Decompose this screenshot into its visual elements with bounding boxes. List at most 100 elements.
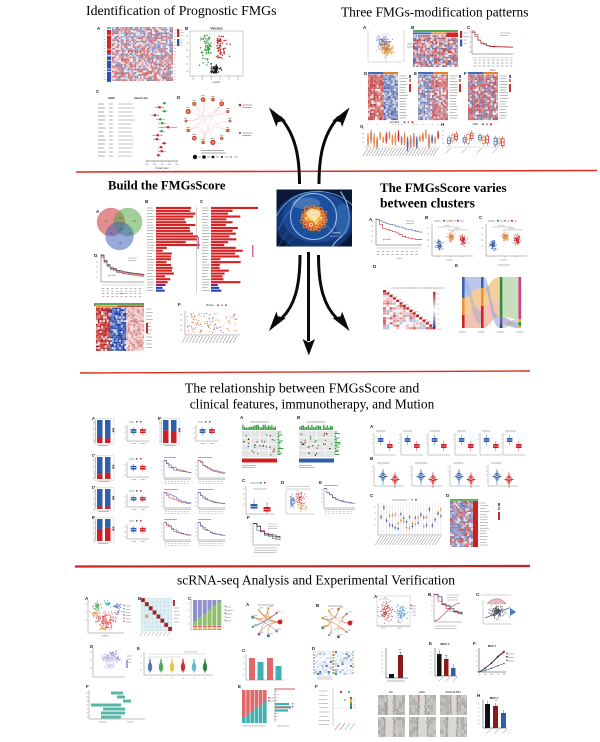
svg-text:breast: breast [333, 231, 341, 235]
svg-text:A: A [97, 26, 101, 31]
svg-text:48: 48 [490, 674, 493, 676]
svg-text:E: E [455, 263, 458, 268]
svg-text:C: C [476, 592, 480, 597]
svg-text:E: E [92, 515, 95, 520]
svg-text:A: A [240, 415, 244, 420]
svg-text:*: * [413, 124, 414, 127]
svg-text:Build the FMGsScore: Build the FMGsScore [108, 179, 226, 193]
svg-text:F: F [473, 641, 476, 646]
svg-text:E: E [238, 684, 241, 689]
svg-text:B: B [185, 26, 189, 31]
svg-text:A: A [374, 594, 378, 599]
svg-text:0.5: 0.5 [153, 164, 157, 166]
svg-text:B: B [428, 592, 432, 597]
svg-text:A: A [369, 217, 373, 222]
svg-text:2: 2 [171, 678, 173, 680]
svg-text:C: C [200, 199, 204, 204]
svg-text:*: * [425, 124, 426, 127]
svg-text:*: * [401, 124, 402, 127]
svg-text:NC: NC [389, 690, 393, 694]
svg-text:D: D [446, 493, 450, 498]
svg-text:*: * [395, 124, 396, 127]
svg-text:cluster: cluster [500, 259, 507, 262]
svg-text:**: ** [445, 655, 447, 658]
svg-text:1.5: 1.5 [168, 164, 172, 166]
svg-text:F: F [178, 302, 181, 307]
svg-text:MCF-7: MCF-7 [488, 644, 496, 648]
svg-text:D: D [94, 253, 98, 258]
svg-text:D: D [177, 95, 181, 100]
svg-text:24: 24 [484, 674, 487, 676]
svg-text:*: * [432, 124, 433, 127]
svg-text:*: * [398, 124, 399, 127]
svg-text:***: *** [399, 649, 402, 652]
svg-text:B: B [158, 416, 162, 421]
svg-text:Hazard ratio: Hazard ratio [134, 97, 148, 100]
svg-text:B: B [145, 199, 149, 204]
svg-text:The FMGsScore varies: The FMGsScore varies [380, 181, 507, 195]
svg-text:siNC: siNC [419, 690, 425, 694]
svg-text:*: * [368, 124, 369, 127]
svg-text:Three FMGs-modification patter: Three FMGs-modification patterns [341, 5, 528, 20]
svg-text:*: * [392, 124, 393, 127]
svg-text:-2: -2 [201, 78, 204, 81]
svg-text:1.0: 1.0 [160, 164, 164, 166]
svg-text:72: 72 [497, 674, 500, 676]
svg-text:E: E [319, 480, 322, 485]
svg-text:E: E [429, 641, 432, 646]
svg-text:between clusters: between clusters [380, 196, 475, 211]
svg-text:B: B [316, 603, 320, 608]
svg-text:2: 2 [237, 78, 239, 81]
svg-text:0: 0 [478, 674, 480, 676]
svg-text:tSNE_1: tSNE_1 [102, 635, 110, 638]
svg-text:ssGSEA: ssGSEA [390, 120, 400, 124]
svg-text:E: E [414, 71, 417, 76]
svg-text:F: F [464, 71, 467, 76]
svg-text:The relationship between FMGsS: The relationship between FMGsScore and [185, 382, 420, 397]
svg-text:Hazard ratio: Hazard ratio [155, 167, 169, 170]
svg-text:Volcano: Volcano [210, 27, 222, 31]
svg-text:p<0.001: p<0.001 [108, 274, 117, 277]
svg-text:-1: -1 [210, 78, 213, 81]
svg-text:D: D [90, 644, 94, 649]
svg-text:F: F [247, 515, 250, 520]
svg-text:H: H [441, 122, 444, 127]
svg-text:TME: TME [472, 122, 478, 126]
svg-text:D: D [364, 71, 368, 76]
svg-text:*: * [422, 124, 423, 127]
svg-text:H: H [477, 693, 480, 698]
svg-text:96: 96 [503, 674, 506, 676]
svg-text:C: C [96, 89, 100, 94]
svg-text:A: A [363, 25, 367, 30]
svg-text:B: B [370, 456, 374, 461]
svg-text:1: 1 [160, 678, 162, 680]
svg-text:0: 0 [219, 78, 221, 81]
svg-text:siNOLR AB1: siNOLR AB1 [445, 690, 461, 694]
svg-text:A: A [246, 602, 250, 607]
svg-text:scRNA-seq Analysis and Experim: scRNA-seq Analysis and Experimental Veri… [177, 573, 455, 588]
svg-text:Years: Years [396, 257, 402, 260]
svg-text:*: * [377, 124, 378, 127]
svg-text:3: 3 [182, 678, 184, 680]
svg-text:4: 4 [193, 678, 195, 680]
svg-text:Module: Module [206, 304, 215, 307]
svg-text:A: A [96, 209, 100, 214]
svg-text:0: 0 [149, 678, 151, 680]
svg-text:GENE: GENE [108, 97, 115, 100]
svg-text:B: B [138, 596, 142, 601]
svg-text:C: C [242, 648, 246, 653]
svg-text:-3: -3 [192, 78, 195, 81]
svg-text:Years: Years [119, 292, 125, 295]
svg-text:MCF-7: MCF-7 [440, 642, 449, 646]
svg-text:A: A [370, 424, 374, 429]
svg-text:A: A [92, 416, 96, 421]
svg-text:Identification of Prognostic F: Identification of Prognostic FMGs [86, 3, 276, 18]
svg-text:0.0: 0.0 [145, 164, 149, 166]
svg-text:C: C [242, 478, 246, 483]
svg-text:B: B [297, 415, 301, 420]
svg-text:C: C [370, 493, 374, 498]
svg-text:LogFC: LogFC [213, 80, 221, 84]
svg-text:D: D [373, 264, 377, 269]
svg-text:p<0.001: p<0.001 [383, 238, 392, 241]
svg-text:Years: Years [489, 69, 496, 72]
